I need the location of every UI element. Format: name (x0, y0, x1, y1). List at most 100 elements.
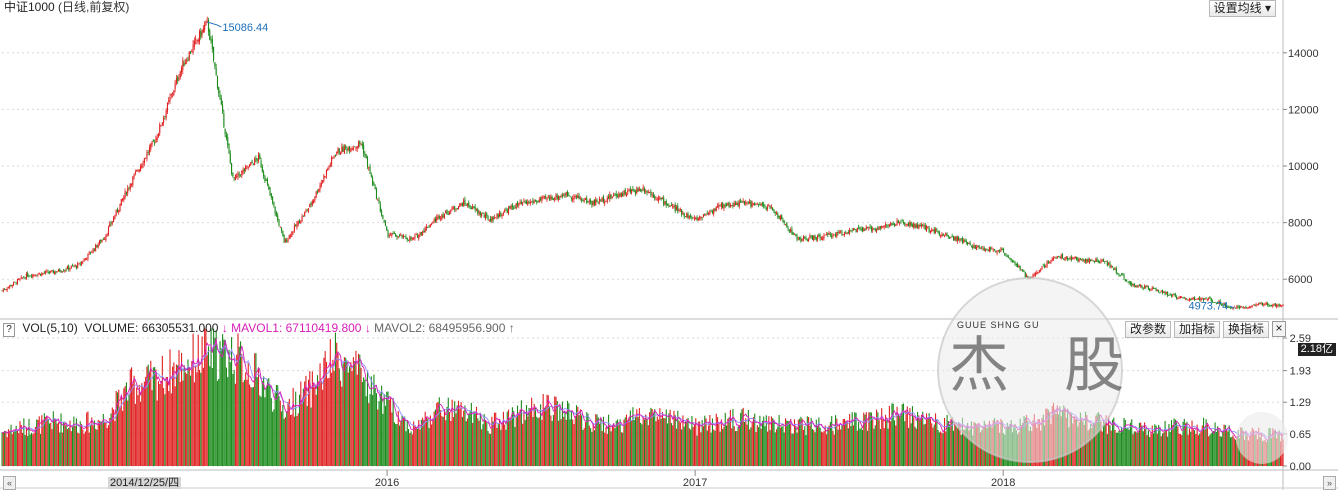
volume-bar (324, 351, 326, 466)
candle (134, 171, 136, 174)
candle (329, 164, 331, 167)
candle (686, 213, 688, 218)
candle (100, 239, 102, 243)
volume-bar (537, 418, 539, 466)
volume-bar (93, 420, 95, 466)
candle (520, 202, 522, 204)
candle (1052, 257, 1055, 260)
volume-bar (375, 393, 378, 466)
volume-bar (218, 378, 220, 466)
volume-bar (743, 421, 746, 466)
candle (1229, 307, 1232, 309)
candle (943, 235, 946, 237)
candle (679, 208, 681, 210)
candle (905, 224, 907, 226)
volume-bar (259, 395, 261, 466)
candle (999, 250, 1001, 252)
candle (418, 234, 420, 239)
volume-bar (425, 416, 428, 466)
close-icon[interactable]: × (1272, 321, 1286, 337)
scroll-right-icon[interactable]: » (1323, 476, 1336, 490)
candle (805, 237, 807, 240)
volume-bar (1226, 428, 1228, 466)
candle (643, 188, 646, 192)
volume-bar (829, 421, 831, 466)
candle (867, 227, 869, 229)
volume-bar (854, 412, 856, 466)
x-tick-label: 2017 (683, 477, 707, 489)
candle (1138, 285, 1140, 287)
candle (268, 186, 270, 189)
volume-bar (952, 430, 955, 466)
cursor-date-label: 2014/12/25/四 (108, 477, 182, 489)
help-icon[interactable]: ? (3, 323, 15, 337)
candle (237, 172, 239, 178)
candle (15, 282, 17, 284)
candle (841, 231, 843, 235)
candle (731, 205, 733, 207)
volume-bar (818, 417, 820, 466)
volume-bar (15, 425, 17, 466)
volume-bar (631, 420, 633, 466)
volume-bar (1111, 419, 1114, 466)
candle (1233, 306, 1235, 308)
candle (1092, 260, 1094, 262)
candle (1269, 305, 1271, 306)
edit-params-button[interactable]: 改参数 (1124, 321, 1171, 338)
volume-bar (892, 403, 894, 466)
volume-bar (949, 424, 951, 466)
volume-bar (348, 366, 351, 466)
volume-bar (1202, 417, 1205, 466)
candle (334, 154, 336, 156)
candle (736, 202, 738, 205)
candle (1194, 296, 1196, 301)
volume-bar (711, 418, 713, 466)
candle (593, 199, 596, 205)
volume-bar (1114, 430, 1116, 466)
scroll-left-icon[interactable]: « (3, 476, 16, 490)
candle (636, 188, 638, 194)
candle (148, 147, 151, 153)
candle (163, 118, 165, 123)
candle (143, 158, 145, 164)
volume-bar (908, 427, 910, 466)
candle (409, 237, 411, 241)
volume-bar (1228, 425, 1230, 466)
volume-bar (57, 422, 60, 466)
volume-bar (1, 432, 3, 466)
candle (1082, 258, 1084, 262)
volume-bar (455, 413, 457, 466)
candle (1102, 259, 1105, 262)
candle (107, 227, 110, 235)
volume-bar (806, 416, 808, 466)
candle (573, 196, 575, 200)
add-indicator-button[interactable]: 加指标 (1173, 321, 1220, 338)
candle (1163, 291, 1165, 293)
candle (660, 197, 662, 200)
volume-bar (265, 387, 267, 466)
candle (599, 198, 601, 202)
volume-bar (566, 400, 569, 466)
candle (354, 146, 356, 148)
candle (499, 212, 501, 217)
volume-bar (732, 408, 734, 466)
candle (474, 206, 476, 210)
volume-bar (34, 426, 36, 466)
candle (746, 202, 748, 204)
candle (223, 113, 225, 128)
candle (613, 194, 615, 197)
volume-bar (1211, 431, 1214, 466)
volume-bar (811, 429, 814, 466)
switch-indicator-button[interactable]: 换指标 (1222, 321, 1269, 338)
candle (1222, 304, 1224, 306)
ma-settings-button[interactable]: 设置均线 ▾ (1208, 0, 1276, 17)
candle (1132, 283, 1134, 285)
candle (781, 215, 783, 220)
volume-bar (616, 419, 619, 466)
candle (654, 196, 656, 199)
candle (419, 232, 421, 236)
volume-bar (747, 410, 749, 466)
price-tick-label: 8000 (1288, 218, 1312, 230)
candle (897, 220, 899, 223)
candle (125, 192, 127, 195)
